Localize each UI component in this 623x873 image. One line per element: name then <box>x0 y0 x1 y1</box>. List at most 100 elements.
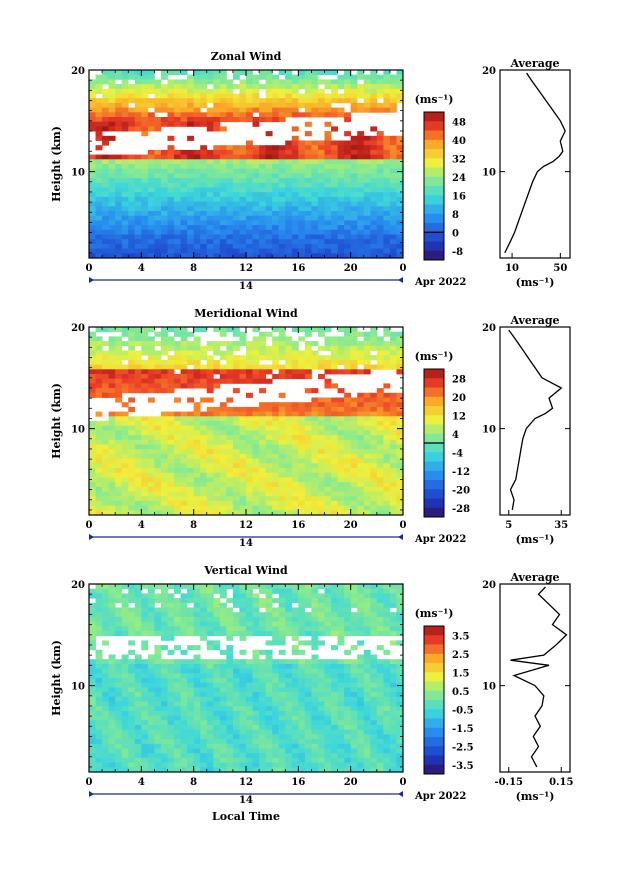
heatmap-cell <box>350 206 358 212</box>
heatmap-cell <box>317 225 325 231</box>
heatmap-cell <box>193 612 201 618</box>
heatmap-cell <box>259 102 267 108</box>
heatmap-cell <box>108 364 116 370</box>
heatmap-cell <box>141 500 149 506</box>
heatmap-cell <box>232 468 240 474</box>
heatmap-cell <box>213 598 221 604</box>
heatmap-cell <box>350 164 358 170</box>
heatmap-cell <box>363 168 371 174</box>
heatmap-cell <box>128 725 136 731</box>
heatmap-cell <box>285 496 293 502</box>
heatmap-cell <box>298 239 306 245</box>
heatmap-cell <box>259 206 267 212</box>
heatmap-cell <box>344 753 352 759</box>
heatmap-cell <box>89 421 96 427</box>
heatmap-cell <box>239 98 247 104</box>
heatmap-cell <box>304 331 312 337</box>
heatmap-cell <box>265 472 273 478</box>
heatmap-cell <box>154 692 162 698</box>
heatmap-cell <box>160 149 168 155</box>
heatmap-cell <box>187 416 195 422</box>
heatmap-cell <box>213 364 221 370</box>
heatmap-cell <box>239 626 247 632</box>
heatmap-cell <box>396 154 404 160</box>
heatmap-cell <box>344 206 352 212</box>
heatmap-cell <box>311 496 319 502</box>
heatmap-cell <box>108 435 116 441</box>
heatmap-cell <box>259 673 267 679</box>
heatmap-cell <box>298 369 306 375</box>
heatmap-cell <box>154 612 162 618</box>
heatmap-cell <box>350 215 358 221</box>
heatmap-cell <box>344 243 352 249</box>
heatmap-cell <box>311 107 319 113</box>
heatmap-cell <box>298 402 306 408</box>
heatmap-cell <box>134 421 142 427</box>
heatmap-cell <box>357 463 365 469</box>
heatmap-cell <box>389 392 397 398</box>
heatmap-cell <box>89 154 96 160</box>
heatmap-cell <box>285 355 293 361</box>
heatmap-cell <box>291 88 299 94</box>
heatmap-cell <box>246 364 253 370</box>
heatmap-cell <box>160 70 168 76</box>
heatmap-cell <box>121 743 129 749</box>
heatmap-cell <box>396 243 404 249</box>
heatmap-cell <box>396 98 404 104</box>
heatmap-cell <box>232 211 240 217</box>
heatmap-cell <box>265 500 273 506</box>
heatmap-cell <box>108 706 116 712</box>
heatmap-cell <box>232 449 240 455</box>
heatmap-cell <box>324 678 332 684</box>
heatmap-cell <box>95 126 103 132</box>
heatmap-cell <box>141 626 149 632</box>
heatmap-cell <box>206 616 214 622</box>
heatmap-cell <box>115 215 123 221</box>
heatmap-cell <box>141 369 149 375</box>
heatmap-cell <box>370 616 378 622</box>
heatmap-cell <box>272 640 280 646</box>
heatmap-cell <box>226 98 234 104</box>
heatmap-cell <box>278 649 286 655</box>
heatmap-cell <box>95 369 103 375</box>
heatmap-cell <box>174 621 181 627</box>
heatmap-cell <box>350 98 358 104</box>
heatmap-cell <box>187 584 195 590</box>
heatmap-cell <box>115 201 123 207</box>
heatmap-cell <box>383 392 391 398</box>
heatmap-cell <box>102 102 110 108</box>
heatmap-cell <box>115 612 123 618</box>
heatmap-cell <box>121 239 129 245</box>
heatmap-cell <box>259 444 267 450</box>
heatmap-cell <box>141 682 149 688</box>
heatmap-cell <box>265 192 273 198</box>
heatmap-cell <box>232 673 240 679</box>
heatmap-cell <box>121 626 129 632</box>
heatmap-cell <box>154 253 162 259</box>
heatmap-cell <box>278 692 286 698</box>
heatmap-cell <box>219 355 227 361</box>
heatmap-cell <box>128 383 136 389</box>
heatmap-cell <box>160 496 168 502</box>
heatmap-cell <box>187 678 195 684</box>
heatmap-cell <box>160 378 168 384</box>
y-tick-label: 10 <box>71 168 85 179</box>
heatmap-cell <box>193 350 201 356</box>
heatmap-cell <box>246 421 253 427</box>
heatmap-cell <box>193 112 201 118</box>
y-axis-label: Height (km) <box>50 383 63 459</box>
heatmap-cell <box>134 621 142 627</box>
heatmap-cell <box>383 187 391 193</box>
heatmap-cell <box>370 364 378 370</box>
heatmap-cell <box>317 149 325 155</box>
heatmap-cell <box>219 444 227 450</box>
heatmap-cell <box>285 248 293 254</box>
heatmap-cell <box>108 626 116 632</box>
heatmap-cell <box>180 98 188 104</box>
heatmap-cell <box>95 421 103 427</box>
heatmap-cell <box>376 645 384 651</box>
heatmap-cell <box>304 678 312 684</box>
heatmap-cell <box>311 234 319 240</box>
heatmap-cell <box>180 584 188 590</box>
heatmap-cell <box>376 715 384 721</box>
